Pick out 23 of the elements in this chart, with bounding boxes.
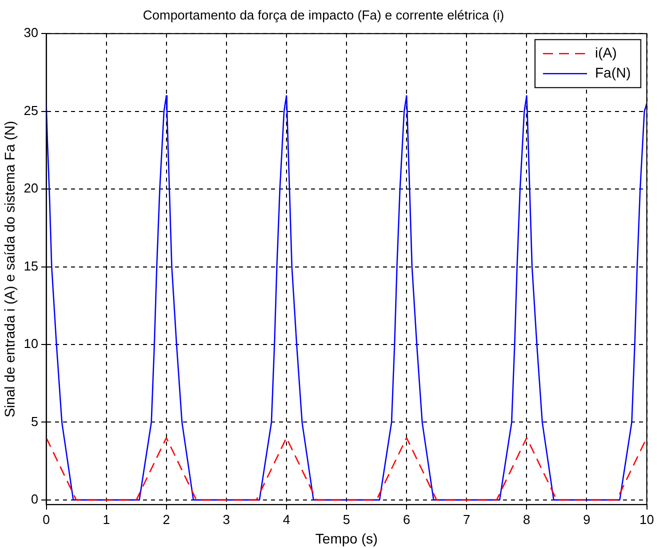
y-tick-label: 20 [24,180,38,196]
y-tick-label: 30 [24,25,38,40]
x-tick-label: 1 [102,512,110,527]
x-tick-label: 3 [222,512,230,527]
x-tick-label: 5 [342,512,350,527]
y-tick-label: 5 [31,414,38,429]
x-tick-label: 9 [583,512,590,527]
y-tick-label: 25 [24,102,38,118]
x-tick-label: 0 [42,512,50,527]
x-tick-label: 2 [162,512,170,527]
legend-label: i(A) [595,44,617,60]
chart-title: Comportamento da força de impacto (Fa) e corrente elétrica (i) [142,7,504,22]
y-tick-label: 0 [31,492,38,507]
y-axis-title: Sinal de entrada i (A) e saída do sistema Fa (N) [1,120,18,418]
x-axis-title: Tempo (s) [315,530,378,546]
x-tick-label: 4 [282,512,290,527]
x-tick-label: 8 [523,512,530,527]
x-tick-label: 7 [463,512,470,527]
x-tick-label: 6 [402,512,410,527]
y-tick-label: 15 [24,258,38,274]
y-tick-label: 10 [24,336,38,352]
legend-label: Fa(N) [595,64,631,80]
x-tick-label: 10 [640,512,654,527]
